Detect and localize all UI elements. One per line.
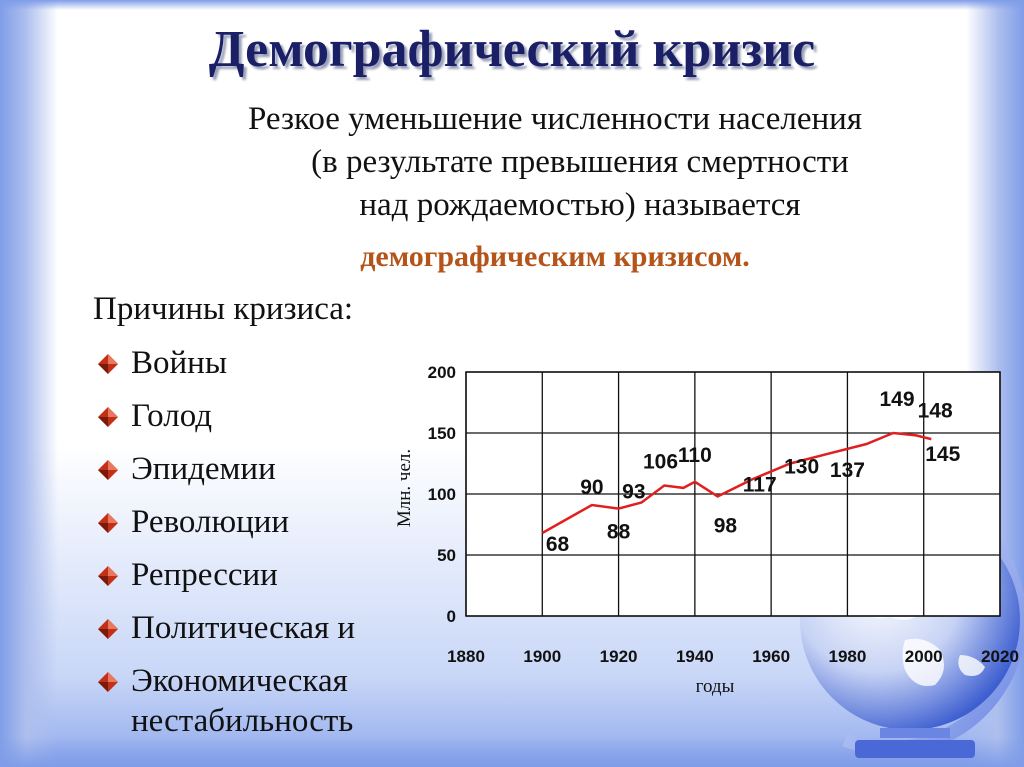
- data-label: 106: [643, 451, 678, 474]
- diamond-bullet-icon: [98, 354, 118, 374]
- data-label: 110: [678, 444, 712, 467]
- population-chart: 0 50 100 150 200 1880 1900 1920 1940 1960 1980 200…: [394, 363, 1019, 697]
- y-tick-label: 150: [428, 424, 456, 443]
- cause-item: Политическая и: [95, 608, 355, 661]
- y-tick-label: 200: [428, 363, 456, 382]
- diamond-bullet-icon: [98, 619, 118, 639]
- x-tick-label: 1900: [523, 647, 561, 666]
- cause-item: Репрессии: [95, 555, 355, 608]
- x-tick-label: 2020: [981, 647, 1019, 666]
- x-tick-label: 2000: [905, 647, 943, 666]
- data-label: 88: [607, 521, 631, 544]
- x-tick-label: 1940: [676, 647, 714, 666]
- diamond-bullet-icon: [98, 513, 118, 533]
- intro-line-1: Резкое уменьшение численности населения: [248, 101, 862, 137]
- data-label: 137: [830, 459, 865, 482]
- data-label: 93: [622, 481, 645, 504]
- y-tick-label: 100: [428, 485, 456, 504]
- x-tick-label: 1980: [829, 647, 867, 666]
- cause-item: Голод: [95, 396, 355, 449]
- cause-label: Репрессии: [131, 557, 278, 593]
- data-label: 98: [714, 514, 738, 537]
- y-tick-label: 50: [437, 546, 456, 565]
- data-label: 130: [784, 455, 819, 478]
- data-label: 149: [879, 388, 914, 411]
- cause-item: Войны: [95, 343, 355, 396]
- x-tick-label: 1880: [447, 647, 485, 666]
- diamond-bullet-icon: [98, 407, 118, 427]
- data-label: 117: [743, 473, 777, 496]
- cause-label: Голод: [131, 398, 213, 434]
- cause-label: Эпидемии: [131, 451, 276, 487]
- cause-label: Экономическая нестабильность: [131, 663, 354, 739]
- data-label: 90: [580, 476, 603, 499]
- term-highlight: демографическим кризисом.: [360, 240, 750, 273]
- cause-label: Войны: [131, 345, 228, 381]
- x-tick-label: 1960: [752, 647, 790, 666]
- cause-item: Экономическая нестабильность: [95, 661, 355, 751]
- data-label: 145: [925, 443, 960, 466]
- frame-left-border: [0, 0, 58, 767]
- intro-line-2: (в результате превышения смертности: [311, 144, 849, 180]
- cause-item: Революции: [95, 502, 355, 555]
- diamond-bullet-icon: [98, 460, 118, 480]
- data-label: 68: [546, 533, 570, 556]
- intro-line-3: над рождаемостью) называется: [359, 187, 801, 223]
- data-label: 148: [918, 399, 953, 422]
- y-tick-label: 0: [447, 607, 456, 626]
- slide-title: Демографический кризис: [208, 21, 816, 78]
- y-axis-label: Млн. чел.: [394, 449, 415, 527]
- x-tick-label: 1920: [600, 647, 638, 666]
- diamond-bullet-icon: [98, 672, 118, 692]
- cause-label: Политическая и: [131, 610, 356, 646]
- diamond-bullet-icon: [98, 566, 118, 586]
- cause-item: Эпидемии: [95, 449, 355, 502]
- frame-top-border: [0, 0, 1024, 10]
- cause-label: Революции: [131, 504, 290, 540]
- causes-list: Войны Голод Эпидемии Революции Репрессии…: [95, 343, 355, 751]
- causes-heading: Причины кризиса:: [93, 291, 354, 327]
- x-axis-label: годы: [696, 676, 735, 697]
- series-line: [541, 431, 932, 535]
